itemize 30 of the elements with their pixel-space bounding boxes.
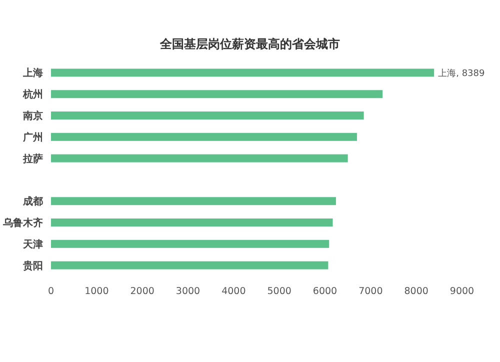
y-tick-label: 成都 xyxy=(22,196,43,208)
x-tick-label: 1000 xyxy=(84,286,109,297)
x-tick-label: 8000 xyxy=(404,286,428,297)
x-tick-label: 4000 xyxy=(222,286,246,297)
x-tick-label: 9000 xyxy=(450,286,474,297)
chart-title: 全国基层岗位薪资最高的省会城市 xyxy=(159,37,340,51)
x-tick-label: 6000 xyxy=(312,286,338,297)
y-tick-label: 上海 xyxy=(22,67,43,80)
bar xyxy=(51,261,328,270)
data-label: 上海, 8389 xyxy=(438,68,485,80)
y-tick-label: 广州 xyxy=(22,131,43,144)
bar xyxy=(51,218,333,226)
bar xyxy=(51,240,330,248)
x-tick-label: 3000 xyxy=(176,286,200,297)
x-tick-label: 5000 xyxy=(267,286,292,297)
y-tick-label: 南京 xyxy=(22,110,43,122)
y-tick-label: 乌鲁木齐 xyxy=(2,217,43,229)
bar xyxy=(51,90,383,98)
x-tick-label: 2000 xyxy=(130,286,154,297)
bar xyxy=(51,132,357,141)
bar xyxy=(51,154,348,162)
y-tick-label: 杭州 xyxy=(22,88,43,101)
bar xyxy=(51,197,336,206)
bar xyxy=(51,112,364,120)
x-tick-label: 7000 xyxy=(358,286,383,297)
bar xyxy=(51,68,434,77)
y-tick-label: 拉萨 xyxy=(22,152,43,165)
y-tick-label: 天津 xyxy=(22,238,43,250)
x-tick-label: 0 xyxy=(48,286,54,297)
y-tick-label: 贵阳 xyxy=(22,260,43,272)
